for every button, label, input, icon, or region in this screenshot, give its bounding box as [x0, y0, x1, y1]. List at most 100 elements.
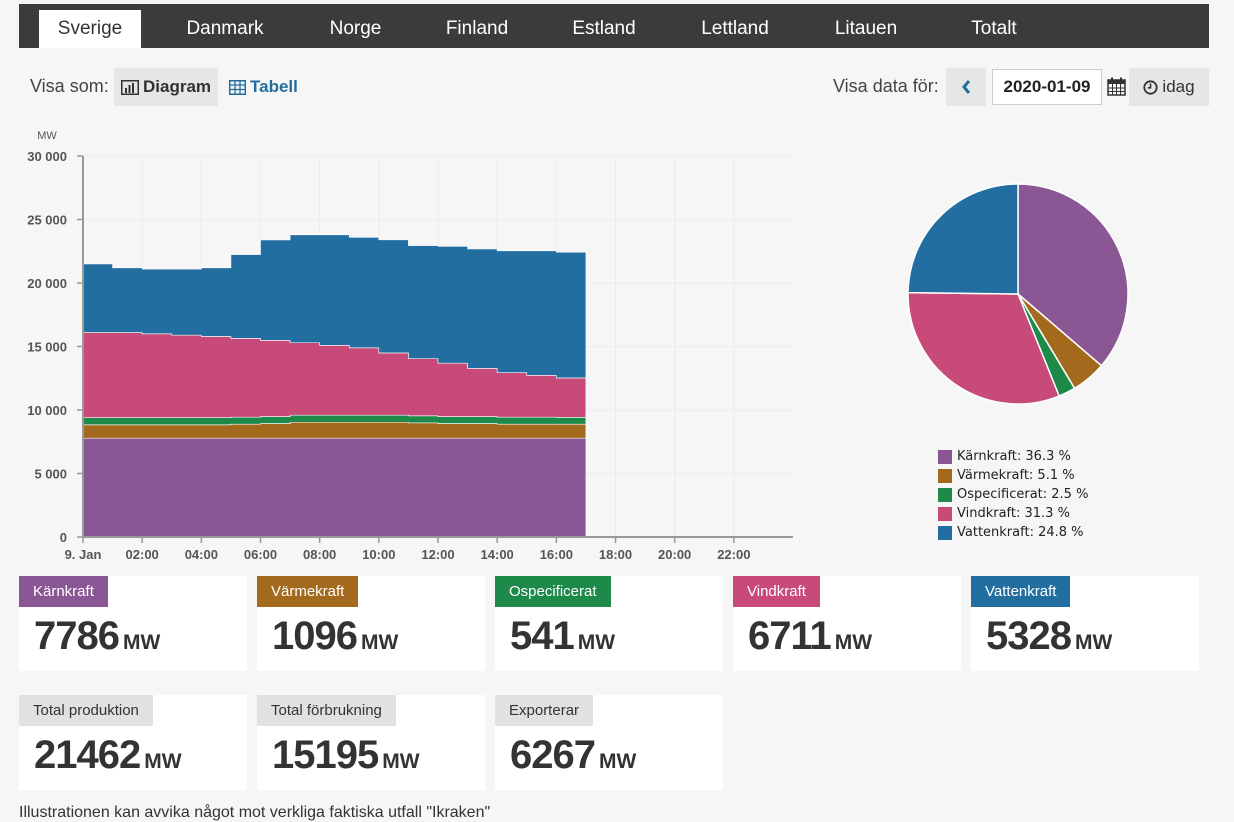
legend-label: Kärnkraft: 36.3 %	[957, 449, 1071, 464]
legend-swatch	[938, 506, 952, 521]
x-tick-label: 08:00	[303, 547, 336, 562]
production-card-ospecificerat: Ospecificerat 541 MW	[495, 576, 723, 671]
y-tick-label: 15 000	[27, 340, 67, 355]
card-number: 5328	[986, 614, 1072, 658]
card-value: 541 MW	[510, 614, 615, 659]
pie-slice-kärnkraft	[1017, 183, 1129, 367]
legend-item[interactable]: Ospecificerat: 2.5 %	[938, 485, 1088, 504]
y-axis-unit: MW	[37, 130, 57, 142]
legend-label: Värmekraft: 5.1 %	[957, 468, 1075, 483]
x-tick-label: 18:00	[599, 547, 632, 562]
x-tick-label: 02:00	[126, 547, 159, 562]
card-label: Vattenkraft	[971, 576, 1071, 607]
production-card-vindkraft: Vindkraft 6711 MW	[733, 576, 961, 671]
card-unit: MW	[577, 631, 616, 654]
chevron-left-icon	[962, 80, 971, 94]
card-label: Exporterar	[495, 695, 594, 726]
today-label: idag	[1162, 77, 1195, 96]
tab-finland[interactable]: Finland	[445, 18, 509, 39]
card-number: 7786	[34, 614, 120, 658]
legend-swatch	[938, 449, 952, 464]
x-tick-label: 06:00	[244, 547, 277, 562]
x-tick-label: 04:00	[185, 547, 218, 562]
card-label: Total förbrukning	[257, 695, 396, 726]
today-button[interactable]: idag	[1129, 68, 1209, 106]
card-value: 7786 MW	[34, 614, 160, 659]
y-tick-label: 30 000	[27, 149, 67, 164]
legend-swatch	[938, 525, 952, 540]
show-data-for-label: Visa data för:	[833, 76, 939, 96]
card-unit: MW	[360, 631, 399, 654]
card-unit: MW	[1074, 631, 1113, 654]
legend-item[interactable]: Kärnkraft: 36.3 %	[938, 447, 1088, 466]
card-unit: MW	[122, 631, 161, 654]
x-tick-label: 22:00	[717, 547, 750, 562]
y-tick-label: 5 000	[34, 467, 67, 482]
tab-sverige[interactable]: Sverige	[39, 10, 141, 48]
calendar-icon[interactable]	[1107, 77, 1126, 96]
production-card-kärnkraft: Kärnkraft 7786 MW	[19, 576, 247, 671]
pie-slice-vindkraft	[907, 291, 1061, 405]
card-value: 1096 MW	[272, 614, 398, 659]
tab-totalt[interactable]: Totalt	[971, 18, 1017, 39]
card-number: 6711	[748, 614, 832, 658]
card-unit: MW	[598, 750, 637, 773]
y-tick-label: 20 000	[27, 276, 67, 291]
tab-danmark[interactable]: Danmark	[186, 18, 264, 39]
summary-card: Total produktion 21462 MW	[19, 695, 247, 790]
card-value: 6267 MW	[510, 733, 636, 778]
card-value: 5328 MW	[986, 614, 1112, 659]
area-series-kärnkraft	[82, 437, 587, 538]
y-tick-label: 10 000	[27, 403, 67, 418]
legend-item[interactable]: Vattenkraft: 24.8 %	[938, 523, 1088, 542]
pie-legend: Kärnkraft: 36.3 % Värmekraft: 5.1 % Ospeci…	[938, 447, 1088, 542]
bar-chart-icon	[121, 79, 139, 95]
production-card-värmekraft: Värmekraft 1096 MW	[257, 576, 485, 671]
production-card-vattenkraft: Vattenkraft 5328 MW	[971, 576, 1199, 671]
x-tick-label: 16:00	[540, 547, 573, 562]
tab-estland[interactable]: Estland	[572, 18, 636, 39]
date-input[interactable]: 2020-01-09	[992, 69, 1102, 105]
previous-day-button[interactable]	[946, 68, 986, 106]
country-tabs: Sverige Danmark Norge Finland Estland Le…	[19, 4, 1209, 48]
x-tick-label: 14:00	[481, 547, 514, 562]
view-as-label: Visa som:	[30, 76, 109, 96]
y-tick-label: 0	[60, 530, 67, 545]
card-value: 21462 MW	[34, 733, 182, 778]
legend-item[interactable]: Värmekraft: 5.1 %	[938, 466, 1088, 485]
legend-label: Ospecificerat: 2.5 %	[957, 487, 1089, 502]
card-unit: MW	[382, 750, 420, 773]
card-number: 541	[510, 614, 575, 658]
table-button[interactable]: Tabell	[229, 68, 298, 106]
table-label: Tabell	[250, 77, 298, 96]
diagram-button[interactable]: Diagram	[114, 68, 218, 106]
summary-card: Exporterar 6267 MW	[495, 695, 723, 790]
legend-swatch	[938, 468, 952, 483]
card-number: 15195	[272, 733, 379, 777]
card-value: 6711 MW	[748, 614, 872, 659]
x-tick-label: 20:00	[658, 547, 691, 562]
summary-card: Total förbrukning 15195 MW	[257, 695, 485, 790]
table-icon	[229, 79, 246, 95]
toolbar: Visa som: Diagram Tabell Visa data för: …	[19, 68, 1209, 106]
card-label: Värmekraft	[257, 576, 359, 607]
tab-norge[interactable]: Norge	[329, 18, 382, 39]
card-unit: MW	[144, 750, 182, 773]
y-tick-label: 25 000	[27, 213, 67, 228]
tab-litauen[interactable]: Litauen	[834, 18, 898, 39]
card-unit: MW	[834, 631, 873, 654]
legend-swatch	[938, 487, 952, 502]
card-label: Kärnkraft	[19, 576, 108, 607]
card-value: 15195 MW	[272, 733, 420, 778]
legend-label: Vattenkraft: 24.8 %	[957, 525, 1084, 540]
legend-item[interactable]: Vindkraft: 31.3 %	[938, 504, 1088, 523]
pie-slice-vattenkraft	[907, 183, 1019, 295]
card-number: 1096	[272, 614, 358, 658]
footnote: Illustrationen kan avvika något mot verk…	[19, 804, 491, 821]
tab-lettland[interactable]: Lettland	[701, 18, 769, 39]
card-label: Vindkraft	[733, 576, 820, 607]
card-label: Total produktion	[19, 695, 153, 726]
x-tick-label: 9. Jan	[65, 547, 102, 562]
card-label: Ospecificerat	[495, 576, 611, 607]
diagram-label: Diagram	[143, 77, 212, 96]
